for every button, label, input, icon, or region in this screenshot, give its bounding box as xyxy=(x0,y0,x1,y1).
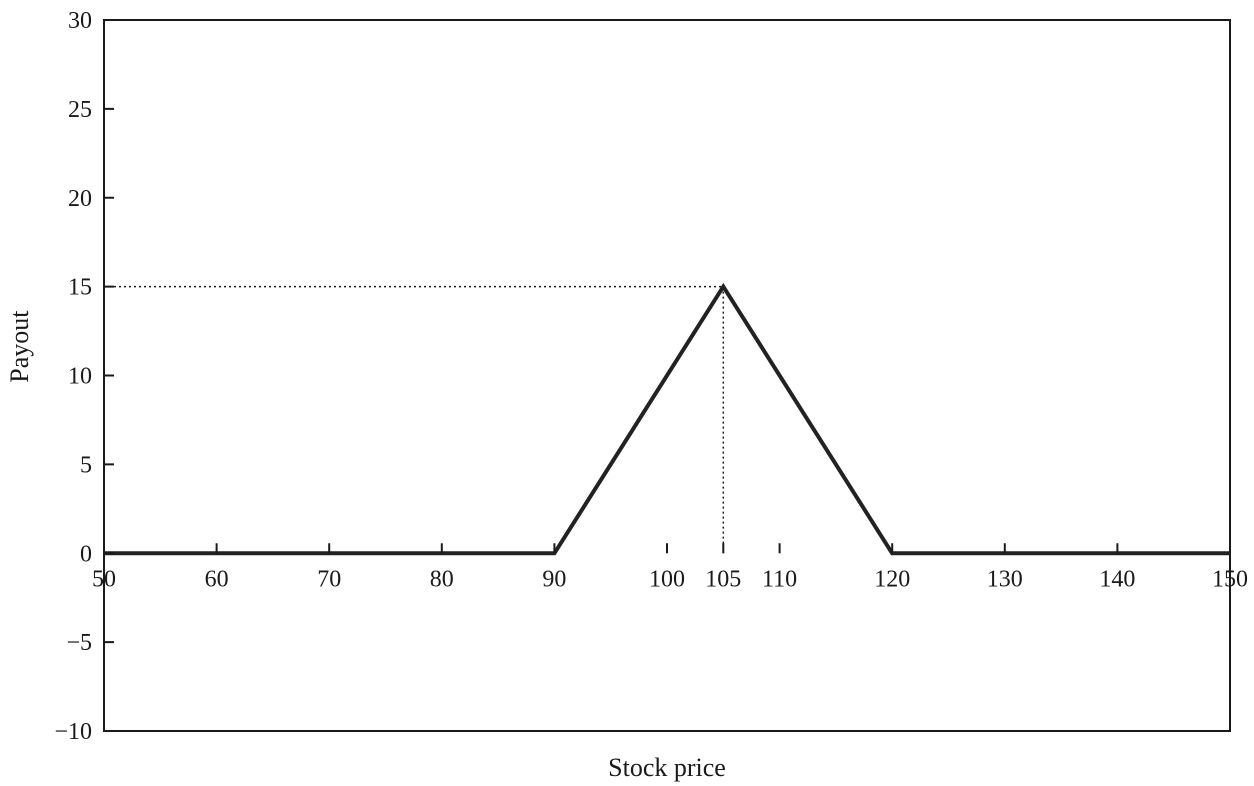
y-tick-label: 0 xyxy=(80,541,92,567)
x-tick-label: 90 xyxy=(542,566,566,592)
y-tick-label: 25 xyxy=(68,97,92,123)
x-tick-label: 140 xyxy=(1099,566,1135,592)
x-tick-label: 80 xyxy=(430,566,454,592)
x-axis-title: Stock price xyxy=(608,753,726,782)
y-tick-label: 20 xyxy=(68,186,92,212)
y-tick-label: 15 xyxy=(68,275,92,301)
x-tick-label: 100 xyxy=(649,566,685,592)
y-tick-label: 5 xyxy=(80,452,92,478)
y-tick-label: −10 xyxy=(54,719,92,745)
reference-lines xyxy=(104,285,725,554)
y-tick-label: −5 xyxy=(66,630,92,656)
x-tick-label: 50 xyxy=(92,566,116,592)
x-tick-label: 110 xyxy=(762,566,797,592)
x-axis-ticks: 50 60 70 80 90 100 105 110 120 130 140 150 xyxy=(92,543,1248,592)
x-tick-label: 105 xyxy=(705,566,741,592)
x-tick-label: 120 xyxy=(874,566,910,592)
y-tick-label: 10 xyxy=(68,364,92,390)
y-axis-title: Payout xyxy=(5,310,34,383)
x-tick-label: 130 xyxy=(987,566,1023,592)
payout-series-line xyxy=(104,282,1230,556)
x-tick-label: 150 xyxy=(1212,566,1248,592)
x-tick-label: 70 xyxy=(317,566,341,592)
x-tick-label: 60 xyxy=(205,566,229,592)
y-tick-label: 30 xyxy=(68,8,92,34)
series-layer xyxy=(104,282,1230,556)
y-axis-ticks: −10 −5 0 5 10 15 20 25 30 xyxy=(54,8,114,745)
